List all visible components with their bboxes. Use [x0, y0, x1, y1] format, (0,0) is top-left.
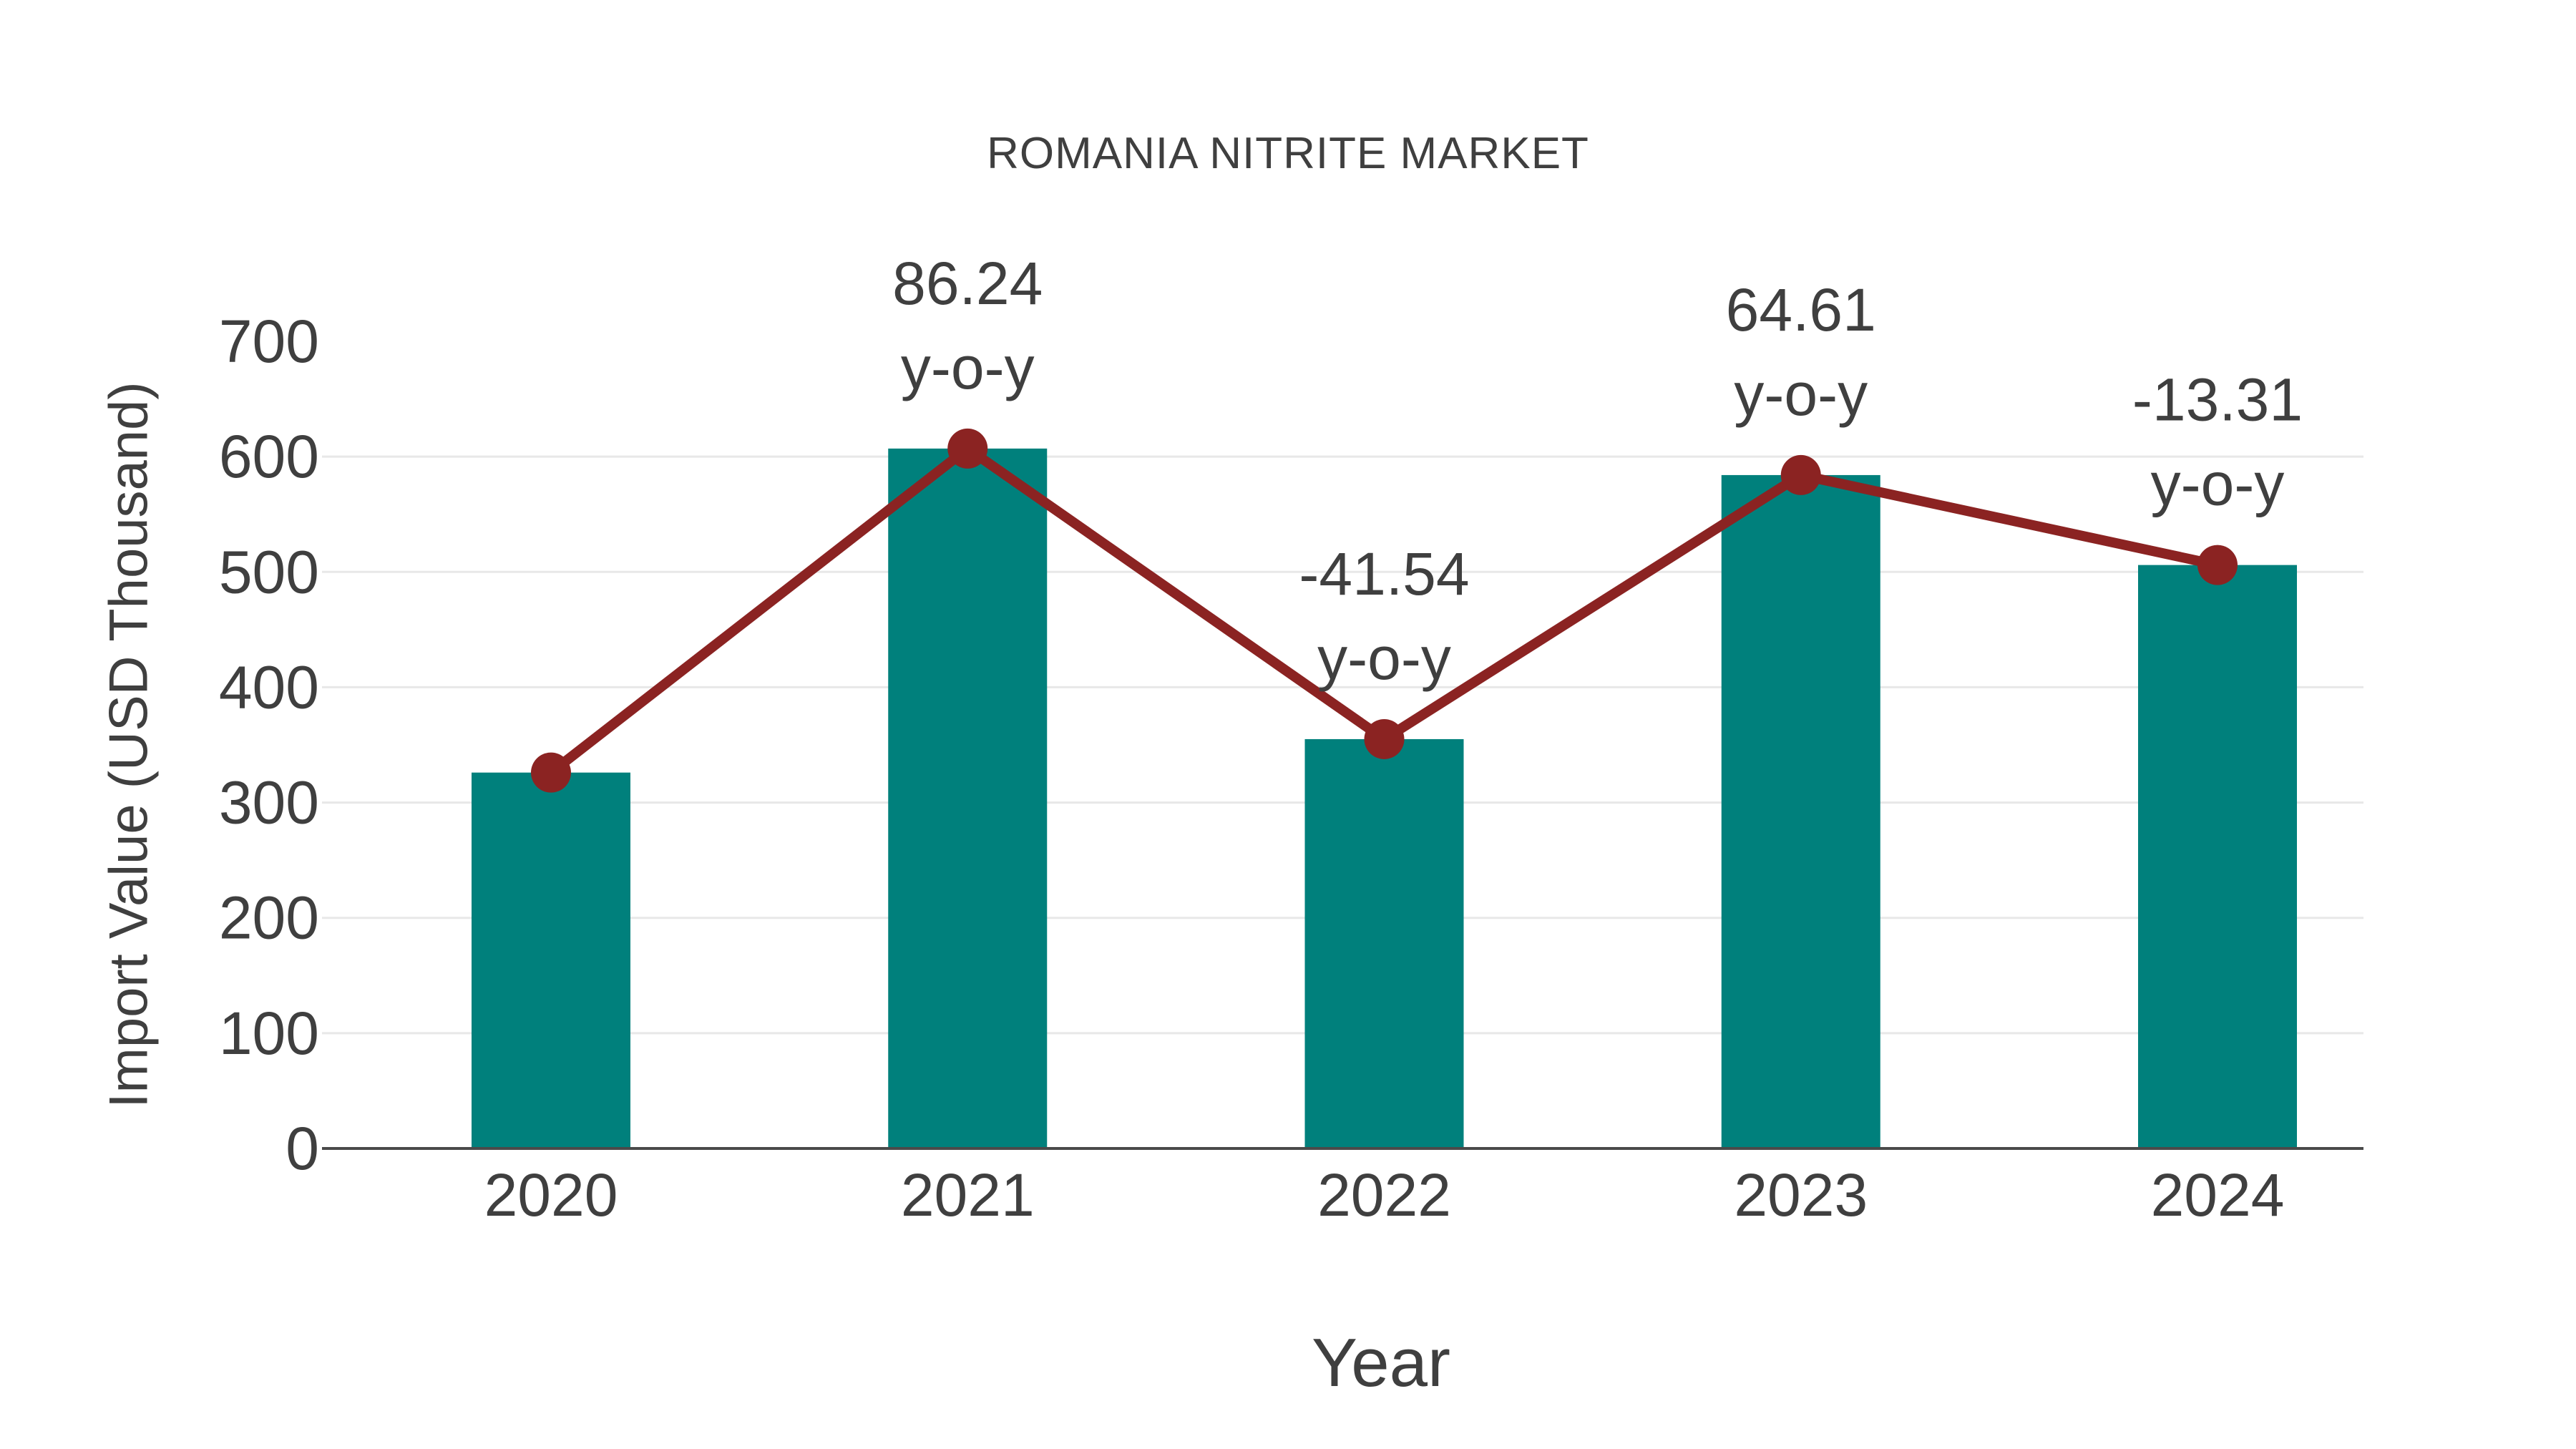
- marker-2021: [947, 428, 988, 469]
- annotation-2023-unit: y-o-y: [1734, 361, 1868, 428]
- marker-2022: [1364, 718, 1405, 759]
- y-tick-label-600: 600: [219, 423, 319, 490]
- annotation-2021-value: 86.24: [892, 250, 1043, 317]
- y-tick-label-500: 500: [219, 538, 319, 605]
- marker-2024: [2197, 545, 2238, 585]
- y-tick-label-300: 300: [219, 769, 319, 836]
- bar-2022: [1304, 738, 1464, 1148]
- y-tick-label-0: 0: [286, 1115, 319, 1182]
- chart-title: ROMANIA NITRITE MARKET: [987, 129, 1589, 178]
- annotation-2024-value: -13.31: [2132, 366, 2303, 434]
- x-tick-label-2022: 2022: [1317, 1161, 1451, 1229]
- x-tick-label-2021: 2021: [901, 1161, 1035, 1229]
- y-tick-label-200: 200: [219, 884, 319, 952]
- y-tick-label-100: 100: [219, 1000, 319, 1067]
- x-tick-label-2024: 2024: [2151, 1161, 2285, 1229]
- x-tick-label-2020: 2020: [484, 1161, 618, 1229]
- annotation-2022-value: -41.54: [1299, 540, 1469, 608]
- y-tick-label-400: 400: [219, 653, 319, 721]
- marker-2020: [531, 752, 571, 793]
- bar-2024: [2138, 565, 2297, 1148]
- x-tick-label-2023: 2023: [1734, 1161, 1868, 1229]
- x-axis-title: Year: [1312, 1324, 1450, 1401]
- annotation-2023-value: 64.61: [1726, 276, 1876, 343]
- bar-2021: [888, 448, 1048, 1148]
- annotation-2021-unit: y-o-y: [901, 334, 1035, 401]
- y-tick-label-700: 700: [219, 308, 319, 375]
- bar-2020: [472, 772, 630, 1148]
- annotation-2022-unit: y-o-y: [1317, 625, 1451, 692]
- bar-2023: [1721, 474, 1880, 1148]
- annotation-2024-unit: y-o-y: [2151, 451, 2285, 518]
- marker-2023: [1780, 454, 1821, 495]
